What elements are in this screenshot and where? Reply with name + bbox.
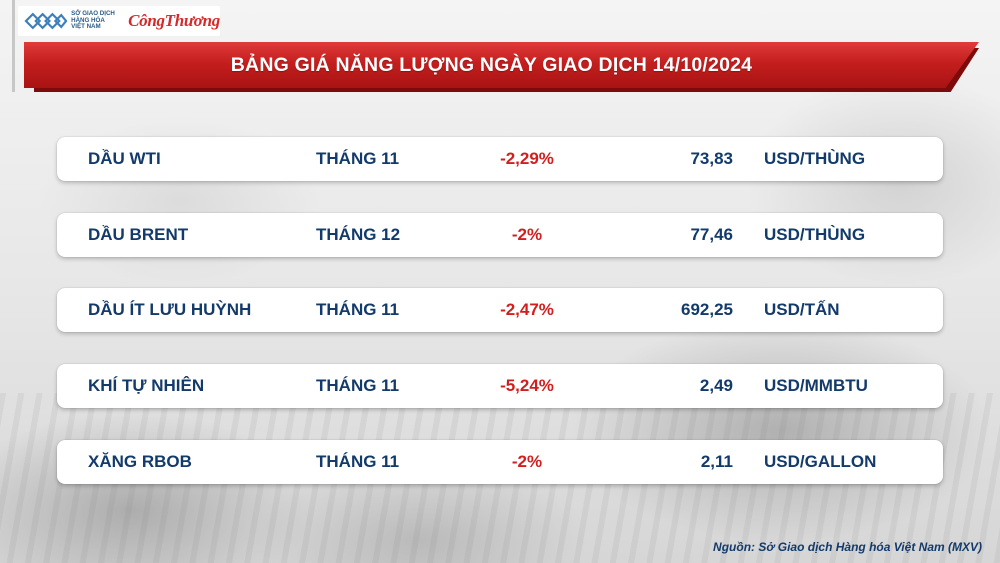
- contract-month: THÁNG 11: [316, 300, 400, 319]
- price-change: -2,47%: [500, 300, 554, 319]
- price-change: -2%: [511, 225, 543, 244]
- exchange-logo-line: HÀNG HÓA: [71, 16, 105, 24]
- table-row: XĂNG RBOB THÁNG 11 -2% 2,11 USD/GALLON: [57, 440, 943, 484]
- table-row: DẦU WTI THÁNG 11 -2,29% 73,83 USD/THÙNG: [57, 137, 943, 181]
- page-title: BẢNG GIÁ NĂNG LƯỢNG NGÀY GIAO DỊCH 14/10…: [230, 53, 753, 76]
- commodity-name: DẦU WTI: [88, 149, 161, 168]
- contract-month: THÁNG 11: [316, 149, 400, 168]
- price-value: 2,11: [700, 452, 733, 471]
- source-note: Nguồn: Sở Giao dịch Hàng hóa Việt Nam (M…: [713, 540, 982, 554]
- price-value: 77,46: [690, 225, 733, 244]
- price-unit: USD/THÙNG: [764, 149, 866, 168]
- price-change: -2,29%: [500, 149, 554, 168]
- contract-month: THÁNG 12: [316, 225, 401, 244]
- price-value: 2,49: [699, 376, 733, 395]
- price-change: -2%: [511, 452, 543, 471]
- exchange-logo-text: SỞ GIAO DỊCH HÀNG HÓA VIỆT NAM: [71, 11, 120, 31]
- logo-bar: SỞ GIAO DỊCH HÀNG HÓA VIỆT NAM CôngThươn…: [18, 6, 220, 36]
- table-row: DẦU ÍT LƯU HUỲNH THÁNG 11 -2,47% 692,25 …: [57, 288, 943, 332]
- commodity-name: XĂNG RBOB: [88, 452, 192, 471]
- commodity-name: DẦU ÍT LƯU HUỲNH: [88, 300, 252, 319]
- title-banner: BẢNG GIÁ NĂNG LƯỢNG NGÀY GIAO DỊCH 14/10…: [24, 42, 979, 92]
- price-value: 692,25: [681, 300, 733, 319]
- commodity-name: KHÍ TỰ NHIÊN: [88, 376, 205, 395]
- price-unit: USD/TẤN: [764, 300, 840, 319]
- exchange-logo-line: VIỆT NAM: [71, 23, 101, 31]
- commodity-name: DẦU BRENT: [88, 225, 189, 244]
- price-unit: USD/MMBTU: [764, 376, 868, 395]
- price-value: 73,83: [690, 149, 733, 168]
- price-unit: USD/GALLON: [764, 452, 877, 471]
- contract-month: THÁNG 11: [316, 452, 400, 471]
- table-row: KHÍ TỰ NHIÊN THÁNG 11 -5,24% 2,49 USD/MM…: [57, 364, 943, 408]
- contract-month: THÁNG 11: [316, 376, 400, 395]
- frame-divider: [12, 0, 15, 92]
- banner-body: BẢNG GIÁ NĂNG LƯỢNG NGÀY GIAO DỊCH 14/10…: [24, 42, 979, 88]
- price-change: -5,24%: [500, 376, 554, 395]
- exchange-logo-icon: [24, 12, 68, 30]
- exchange-logo-line: SỞ GIAO DỊCH: [71, 10, 115, 18]
- price-unit: USD/THÙNG: [764, 225, 866, 244]
- table-row: DẦU BRENT THÁNG 12 -2% 77,46 USD/THÙNG: [57, 213, 943, 257]
- publisher-logo: CôngThương: [128, 11, 220, 30]
